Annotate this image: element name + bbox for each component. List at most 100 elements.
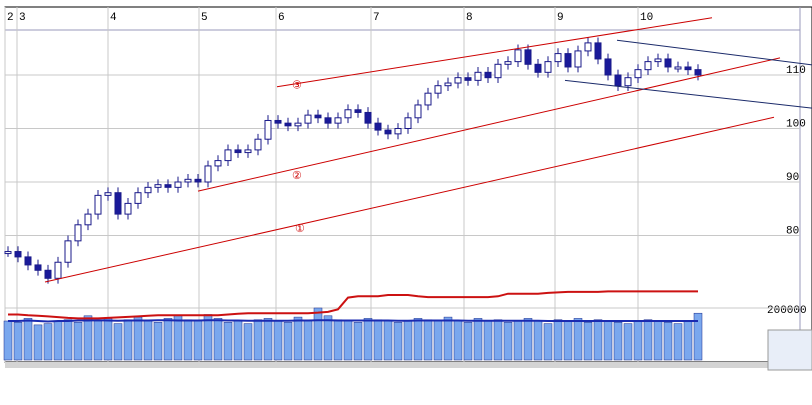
volume-bar (13, 322, 23, 361)
month-tick-label: 5 (201, 12, 208, 24)
trendline-label: ② (292, 170, 302, 183)
candle-body (54, 261, 62, 279)
candle-body (514, 49, 522, 63)
candle-body (94, 194, 102, 215)
volume-bar (103, 318, 113, 361)
candle-body (184, 178, 192, 183)
candle-body (694, 69, 702, 76)
candle-body (344, 109, 352, 119)
volume-bar (263, 318, 273, 361)
candle-body (584, 42, 592, 52)
volume-bar (503, 322, 513, 361)
candle-body (4, 251, 12, 255)
volume-bar (133, 316, 143, 361)
candle-body (204, 165, 212, 183)
volume-bar (213, 318, 223, 361)
candle-body (294, 122, 302, 127)
volume-bar (583, 322, 593, 361)
candle-body (304, 114, 312, 124)
volume-bar (353, 322, 363, 361)
trendline-label: ① (295, 223, 305, 236)
candle-body (234, 149, 242, 154)
volume-bar (93, 320, 103, 361)
month-tick-label: 3 (19, 12, 26, 24)
trendline (564, 79, 812, 109)
volume-bar (653, 320, 663, 361)
candle-body (214, 160, 222, 167)
volume-bar (333, 319, 343, 361)
month-tick-label: 10 (640, 12, 653, 24)
volume-bar (663, 322, 673, 361)
candle-body (464, 77, 472, 81)
volume-bar (533, 320, 543, 361)
volume-moving-average-line (8, 319, 698, 323)
candle-body (534, 63, 542, 73)
trendline (276, 17, 713, 88)
volume-reference-line (8, 290, 698, 320)
volume-bar (603, 320, 613, 361)
volume-bar (423, 319, 433, 361)
volume-bar (323, 315, 333, 361)
candle-body (434, 85, 442, 94)
candle-body (454, 77, 462, 84)
volume-bar (233, 320, 243, 361)
volume-bar (433, 320, 443, 361)
volume-bar (183, 319, 193, 361)
candle-body (314, 114, 322, 119)
volume-bar (623, 323, 633, 361)
plot-frame (4, 6, 812, 363)
volume-bar (633, 320, 643, 361)
candle-body (674, 66, 682, 70)
candle-body (244, 149, 252, 154)
candle-body (14, 251, 22, 258)
volume-bar (613, 322, 623, 361)
volume-bar (553, 319, 563, 361)
candle-body (474, 71, 482, 81)
trendline (197, 57, 781, 192)
trendline (616, 39, 812, 66)
volume-bar (403, 320, 413, 361)
trendline (44, 116, 775, 283)
candle-body (624, 77, 632, 87)
volume-bar (33, 324, 43, 361)
month-tick-label: 6 (278, 12, 285, 24)
volume-bar (143, 320, 153, 361)
volume-bar (303, 320, 313, 361)
candle-body (394, 128, 402, 135)
candle-body (374, 122, 382, 131)
candle-body (44, 269, 52, 279)
volume-bar (243, 323, 253, 361)
candle-body (494, 63, 502, 79)
volume-bar (3, 320, 13, 361)
month-tick-label: 2 (7, 12, 14, 24)
candle-body (364, 111, 372, 124)
candle-body (334, 117, 342, 124)
candle-body (64, 240, 72, 263)
candle-body (74, 224, 82, 242)
volume-bar (53, 320, 63, 361)
candle-body (414, 104, 422, 119)
month-tick-label: 8 (466, 12, 473, 24)
volume-bar (473, 318, 483, 361)
candle-body (504, 61, 512, 65)
thumbnail-window-preview (767, 329, 812, 371)
horizontal-scrollbar[interactable] (5, 362, 812, 368)
candle-body (104, 192, 112, 196)
candle-body (124, 202, 132, 215)
month-tick-label: 7 (373, 12, 380, 24)
volume-bar (643, 319, 653, 361)
volume-bar (693, 312, 703, 361)
candle-body (604, 58, 612, 76)
volume-bar (393, 322, 403, 361)
candle-body (384, 129, 392, 135)
price-tick-label: 80 (786, 226, 799, 238)
candle-body (284, 122, 292, 127)
volume-bar (73, 322, 83, 361)
volume-bar (363, 318, 373, 361)
volume-bar (463, 322, 473, 361)
candle-body (154, 184, 162, 188)
volume-bar (23, 318, 33, 361)
price-tick-label: 100 (786, 119, 806, 131)
